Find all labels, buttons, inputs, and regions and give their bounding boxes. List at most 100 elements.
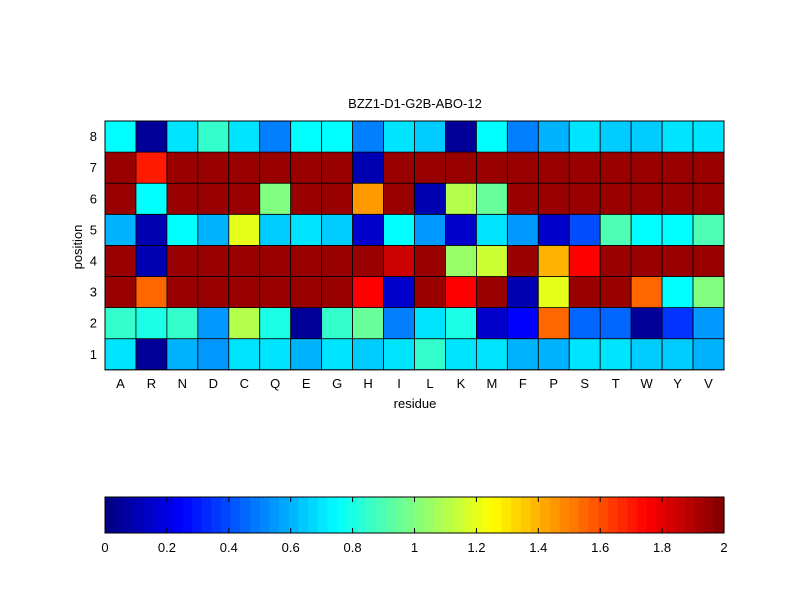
heatmap-cell-Y-5	[661, 213, 694, 246]
heatmap-cell-W-8	[630, 120, 663, 153]
heatmap-cell-R-2	[135, 307, 168, 340]
heatmap-cell-R-6	[135, 182, 168, 215]
y-tick-label: 8	[90, 129, 97, 144]
y-tick-label: 2	[90, 316, 97, 331]
colorbar-segment	[404, 497, 416, 533]
heatmap-cell-W-7	[630, 151, 663, 184]
heatmap-cell-M-2	[475, 307, 508, 340]
colorbar-tick-label: 2	[720, 540, 727, 555]
colorbar-segment	[192, 497, 203, 533]
x-tick-label: D	[209, 376, 218, 391]
colorbar-segment	[395, 497, 406, 533]
heatmap-cell-E-8	[290, 120, 323, 153]
heatmap-cell-L-1	[414, 338, 446, 371]
heatmap-cell-H-5	[352, 213, 384, 246]
heatmap-cell-A-7	[104, 151, 137, 184]
colorbar-segment	[511, 497, 522, 533]
heatmap-cell-T-7	[599, 151, 632, 184]
colorbar-segment	[665, 497, 677, 533]
heatmap-cell-P-5	[537, 213, 570, 246]
heatmap-cell-M-1	[475, 338, 508, 371]
heatmap-cell-Y-2	[661, 307, 694, 340]
x-tick-label: N	[178, 376, 187, 391]
colorbar-segment	[491, 497, 503, 533]
colorbar-segment	[124, 497, 135, 533]
heatmap-cell-T-1	[599, 338, 632, 371]
heatmap-cell-M-7	[475, 151, 508, 184]
heatmap-cell-W-4	[630, 244, 663, 277]
heatmap-cell-I-8	[383, 120, 415, 153]
x-tick-label: M	[486, 376, 497, 391]
heatmap-cell-R-3	[135, 276, 168, 309]
colorbar-segment	[240, 497, 251, 533]
colorbar-segment	[153, 497, 164, 533]
heatmap-cell-A-8	[104, 120, 137, 153]
colorbar-segment	[636, 497, 648, 533]
heatmap-cell-C-1	[228, 338, 261, 371]
heatmap-cell-H-7	[352, 151, 384, 184]
colorbar-segment	[598, 497, 609, 533]
heatmap-cell-I-6	[383, 182, 415, 215]
colorbar-segment	[627, 497, 638, 533]
heatmap-cell-Y-6	[661, 182, 694, 215]
y-tick-label: 5	[90, 222, 97, 237]
x-tick-label: T	[612, 376, 620, 391]
heatmap-cell-V-6	[692, 182, 725, 215]
heatmap-cell-I-4	[383, 244, 415, 277]
colorbar-segment	[356, 497, 367, 533]
x-tick-label: H	[363, 376, 372, 391]
heatmap-cell-W-2	[630, 307, 663, 340]
colorbar-segment	[530, 497, 541, 533]
colorbar-segment	[143, 497, 154, 533]
heatmap-cell-Y-7	[661, 151, 694, 184]
heatmap-cell-Y-4	[661, 244, 694, 277]
colorbar-segment	[163, 497, 174, 533]
heatmap-cell-C-2	[228, 307, 261, 340]
plot-frame	[104, 120, 725, 371]
heatmap-cell-S-6	[568, 182, 601, 215]
heatmap-cell-R-1	[135, 338, 168, 371]
heatmap-cell-L-7	[414, 151, 446, 184]
colorbar-segment	[433, 497, 445, 533]
colorbar-segment	[375, 497, 387, 533]
x-tick-label: K	[457, 376, 466, 391]
heatmap-cell-Q-6	[259, 182, 292, 215]
heatmap-cell-T-4	[599, 244, 632, 277]
heatmap-cell-C-6	[228, 182, 261, 215]
heatmap-cell-S-4	[568, 244, 601, 277]
x-tick-label: Y	[673, 376, 682, 391]
heatmap-cell-V-8	[692, 120, 725, 153]
colorbar-segment	[221, 497, 232, 533]
heatmap-cell-R-7	[135, 151, 168, 184]
colorbar-segment	[327, 497, 338, 533]
heatmap-cell-M-3	[475, 276, 508, 309]
colorbar-segment	[288, 497, 300, 533]
heatmap-cell-S-1	[568, 338, 601, 371]
x-axis-label: residue	[394, 396, 437, 411]
colorbar-segment	[472, 497, 483, 533]
heatmap-cell-G-5	[321, 213, 353, 246]
colorbar-segment	[694, 497, 706, 533]
heatmap-cell-V-3	[692, 276, 725, 309]
x-tick-label: V	[704, 376, 713, 391]
colorbar-segment	[269, 497, 280, 533]
heatmap-cell-Q-4	[259, 244, 292, 277]
heatmap-cell-H-8	[352, 120, 384, 153]
heatmap-cell-T-3	[599, 276, 632, 309]
heatmap-cell-R-4	[135, 244, 168, 277]
heatmap-cell-K-6	[445, 182, 477, 215]
heatmap-cell-A-5	[104, 213, 137, 246]
colorbar-tick-label: 0.4	[220, 540, 238, 555]
colorbar-segment	[578, 497, 590, 533]
heatmap-cell-A-2	[104, 307, 137, 340]
heatmap-cell-D-2	[197, 307, 230, 340]
heatmap-cell-A-4	[104, 244, 137, 277]
y-tick-label: 1	[90, 347, 97, 362]
heatmap-cell-K-2	[445, 307, 477, 340]
heatmap-cell-I-1	[383, 338, 415, 371]
colorbar-segment	[520, 497, 532, 533]
colorbar-segment	[675, 497, 686, 533]
heatmap-cell-S-5	[568, 213, 601, 246]
heatmap-cell-V-7	[692, 151, 725, 184]
